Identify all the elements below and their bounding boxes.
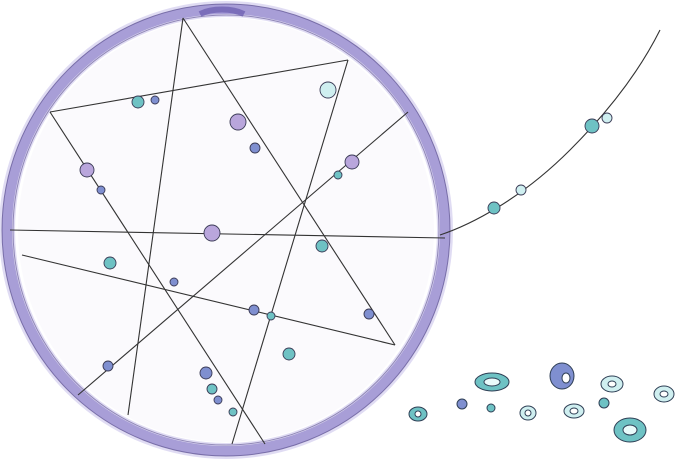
hoop-wrap [198, 6, 246, 17]
bead [79, 162, 95, 178]
bead [266, 311, 276, 321]
bead [228, 407, 238, 417]
bead [206, 383, 218, 395]
web-beads [79, 81, 375, 417]
hoop-outline-outer [1, 3, 451, 457]
bead [203, 224, 221, 242]
bead [319, 81, 337, 99]
bead [199, 366, 213, 380]
bead [102, 360, 114, 372]
loose-bead [486, 403, 496, 413]
loose-bead [456, 398, 468, 410]
string [49, 59, 349, 113]
bead [248, 304, 260, 316]
bead [333, 170, 343, 180]
hoop-inner-wash [18, 18, 434, 442]
loose-bead [600, 375, 624, 393]
bead [363, 308, 375, 320]
bead [282, 347, 296, 361]
hanging-beads [487, 112, 613, 215]
bead [487, 201, 501, 215]
bead [103, 256, 117, 270]
loose-bead [563, 403, 585, 419]
bead [584, 118, 600, 134]
loose-bead [598, 397, 610, 409]
string [9, 229, 446, 239]
bead [169, 277, 179, 287]
loose-bead [408, 406, 428, 422]
loose-bead [549, 362, 575, 390]
hanging-string [439, 29, 661, 236]
bead [131, 95, 145, 109]
loose-bead [519, 405, 537, 421]
bead [96, 185, 106, 195]
string [127, 17, 184, 416]
bead [150, 95, 160, 105]
string [182, 17, 396, 346]
string [21, 254, 396, 346]
bead [213, 395, 223, 405]
bead [601, 112, 613, 124]
loose-bead [653, 385, 675, 403]
string [231, 59, 349, 445]
bead [515, 184, 527, 196]
bead [249, 142, 261, 154]
loose-beads [408, 362, 675, 443]
loose-bead [613, 417, 647, 443]
hoop [0, 1, 453, 459]
bead [315, 239, 329, 253]
bead [344, 154, 360, 170]
bead [229, 113, 247, 131]
loose-bead [474, 372, 510, 392]
